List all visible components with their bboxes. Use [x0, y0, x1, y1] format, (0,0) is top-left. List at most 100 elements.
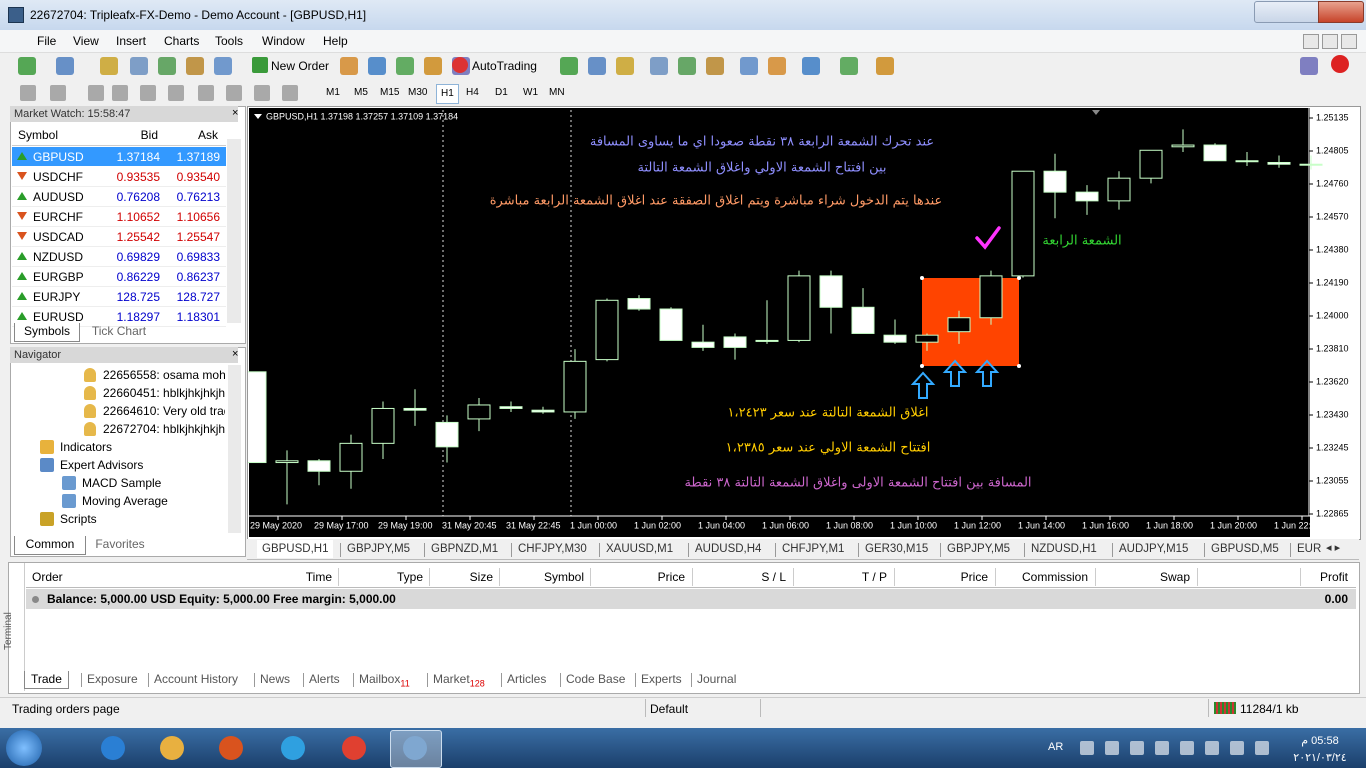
toolbar-button[interactable] — [100, 57, 118, 75]
chart-tab[interactable]: NZDUSD,H1 — [1031, 543, 1097, 555]
timeframe-button[interactable]: M5 — [354, 87, 368, 98]
mdi-button[interactable] — [1322, 34, 1338, 49]
start-button[interactable] — [6, 730, 42, 766]
menu-item[interactable]: Tools — [215, 34, 244, 48]
tree-item[interactable]: Expert Advisors — [60, 458, 144, 472]
tray-icon[interactable] — [1205, 741, 1219, 755]
market-row[interactable] — [12, 207, 226, 227]
toolbar-button[interactable] — [158, 57, 176, 75]
chart-tab[interactable]: CHFJPY,M1 — [782, 543, 845, 555]
terminal-tab[interactable]: Code Base — [566, 671, 625, 688]
close-icon[interactable]: × — [232, 107, 239, 119]
timeframe-button[interactable]: H1 — [436, 84, 459, 104]
chart-tab[interactable]: CHFJPY,M30 — [518, 543, 587, 555]
tree-item[interactable]: Moving Average — [82, 494, 168, 508]
tray-icon[interactable] — [1230, 741, 1244, 755]
chart-tab[interactable]: GBPNZD,M1 — [431, 543, 499, 555]
language[interactable]: AR — [1048, 741, 1064, 753]
timeframe-button[interactable]: M1 — [326, 87, 340, 98]
toolbar-button[interactable] — [650, 57, 668, 75]
clock-time[interactable]: 05:58 م — [1301, 735, 1339, 747]
new-order-icon[interactable] — [252, 57, 268, 73]
terminal-tab[interactable]: Articles — [507, 671, 546, 688]
tree-item[interactable]: Indicators — [60, 440, 113, 454]
tray-icon[interactable] — [1130, 741, 1144, 755]
draw-tool[interactable] — [88, 85, 104, 101]
mdi-button[interactable] — [1341, 34, 1357, 49]
draw-tool[interactable] — [168, 85, 184, 101]
toolbar-button[interactable] — [56, 57, 74, 75]
account[interactable]: 22664610: Very old trad — [103, 404, 225, 418]
menu-item[interactable]: Charts — [164, 34, 200, 48]
chart-tab[interactable]: AUDUSD,H4 — [695, 543, 762, 555]
draw-tool[interactable] — [50, 85, 66, 101]
toolbar-button[interactable] — [802, 57, 820, 75]
market-row[interactable] — [12, 287, 226, 307]
panel-tab[interactable]: Tick Chart — [91, 324, 147, 338]
draw-tool[interactable] — [112, 85, 128, 101]
terminal-tab[interactable]: Alerts — [309, 671, 340, 688]
toolbar-button[interactable] — [396, 57, 414, 75]
draw-tool[interactable] — [282, 85, 298, 101]
tray-icon[interactable] — [1180, 741, 1194, 755]
clock-date[interactable]: ٢٠٢١/٠٣/٢٤ — [1293, 752, 1347, 764]
account[interactable]: 22660451: hblkjhkjhkjhl — [103, 386, 225, 400]
terminal-tab[interactable]: Mailbox11 — [359, 671, 410, 692]
panel-tab[interactable]: Symbols — [14, 323, 80, 342]
toolbar-button[interactable] — [678, 57, 696, 75]
toolbar-button[interactable] — [840, 57, 858, 75]
draw-tool[interactable] — [254, 85, 270, 101]
toolbar-button[interactable] — [616, 57, 634, 75]
menu-item[interactable]: Window — [262, 34, 305, 48]
autotrading-icon[interactable] — [452, 57, 468, 73]
toolbar-button[interactable] — [424, 57, 442, 75]
toolbar-button[interactable] — [560, 57, 578, 75]
terminal-tab[interactable]: News — [260, 671, 290, 688]
market-row[interactable] — [12, 307, 226, 327]
chart-tab[interactable]: XAUUSD,M1 — [606, 543, 674, 555]
toolbar-button[interactable] — [768, 57, 786, 75]
account[interactable]: 22672704: hblkjhkjhkjhl — [103, 422, 225, 436]
tray-icon[interactable] — [1105, 741, 1119, 755]
tray-icon[interactable] — [1255, 741, 1269, 755]
new-order-button[interactable]: New Order — [271, 59, 330, 73]
chart-tab[interactable]: GER30,M15 — [865, 543, 929, 555]
toolbar-button[interactable] — [588, 57, 606, 75]
autotrading-button[interactable]: AutoTrading — [472, 59, 537, 73]
terminal-tab[interactable]: Account History — [154, 671, 238, 688]
market-row[interactable] — [12, 267, 226, 287]
toolbar-button[interactable] — [1300, 57, 1318, 75]
market-row[interactable] — [12, 167, 226, 187]
close-button[interactable] — [1318, 1, 1364, 23]
account[interactable]: 22656558: osama moha — [103, 368, 225, 382]
chart-tab[interactable]: GBPJPY,M5 — [947, 543, 1011, 555]
mdi-button[interactable] — [1303, 34, 1319, 49]
chart-tab[interactable]: GBPJPY,M5 — [347, 543, 411, 555]
terminal-tab[interactable]: Experts — [641, 671, 682, 688]
timeframe-button[interactable]: D1 — [495, 87, 508, 98]
timeframe-button[interactable]: M30 — [408, 87, 428, 98]
terminal-tab[interactable]: Trade — [24, 671, 69, 689]
tray-icon[interactable] — [1155, 741, 1169, 755]
toolbar-button[interactable] — [706, 57, 724, 75]
menu-item[interactable]: File — [37, 34, 57, 48]
toolbar-button[interactable] — [368, 57, 386, 75]
chart-tab[interactable]: GBPUSD,H1 — [257, 540, 334, 558]
draw-tool[interactable] — [140, 85, 156, 101]
terminal-tab[interactable]: Exposure — [87, 671, 138, 688]
toolbar-button[interactable] — [340, 57, 358, 75]
tree-item[interactable]: Scripts — [60, 512, 97, 526]
market-row[interactable] — [12, 227, 226, 247]
menu-item[interactable]: Insert — [116, 34, 147, 48]
chart-tab[interactable]: GBPUSD,M5 — [1211, 543, 1279, 555]
panel-tab[interactable]: Common — [14, 536, 86, 555]
toolbar-button[interactable] — [186, 57, 204, 75]
timeframe-button[interactable]: W1 — [523, 87, 538, 98]
timeframe-button[interactable]: H4 — [466, 87, 479, 98]
terminal-tab[interactable]: Market128 — [433, 671, 485, 692]
market-row[interactable] — [12, 147, 226, 166]
panel-tab[interactable]: Favorites — [95, 537, 145, 551]
timeframe-button[interactable]: M15 — [380, 87, 400, 98]
draw-tool[interactable] — [226, 85, 242, 101]
toolbar-button[interactable] — [876, 57, 894, 75]
